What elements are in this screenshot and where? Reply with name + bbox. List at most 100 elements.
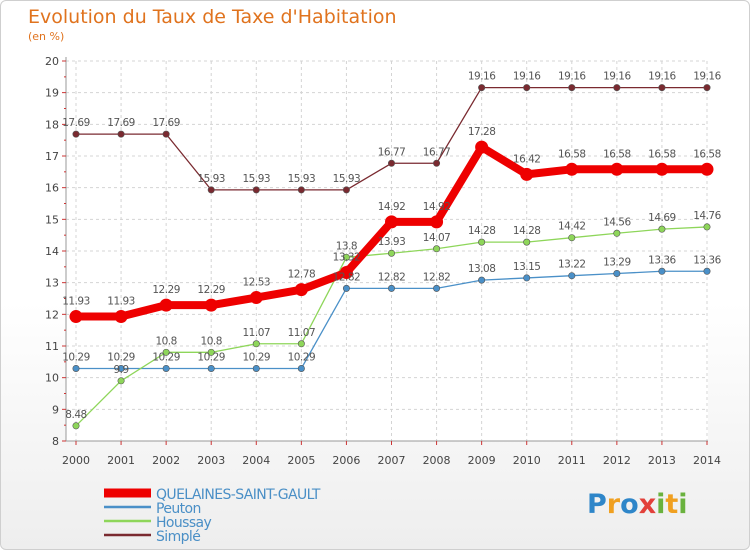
data-point (342, 186, 350, 194)
data-point (568, 234, 576, 242)
data-point (159, 298, 173, 312)
data-label: 19.16 (558, 71, 586, 83)
data-label: 17.69 (152, 117, 180, 129)
data-point (72, 422, 80, 430)
data-point (613, 84, 621, 92)
data-point (207, 186, 215, 194)
data-label: 14.76 (693, 210, 721, 222)
data-point (478, 276, 486, 284)
data-label: 16.77 (423, 146, 451, 158)
y-tick-label: 13 (45, 277, 59, 290)
x-tick-label: 2003 (197, 454, 225, 467)
data-point (658, 84, 666, 92)
data-label: 16.77 (378, 146, 406, 158)
data-point (475, 140, 489, 154)
data-point (613, 229, 621, 237)
data-label: 13.08 (468, 263, 496, 275)
y-tick-label: 15 (45, 213, 59, 226)
data-point (387, 159, 395, 167)
data-label: 16.58 (693, 148, 721, 160)
x-tick-label: 2014 (693, 454, 721, 467)
data-label: 12.82 (378, 271, 406, 283)
data-label: 12.82 (423, 271, 451, 283)
y-tick-label: 20 (45, 55, 59, 68)
data-point (207, 364, 215, 372)
data-label: 16.42 (513, 153, 541, 165)
y-tick-label: 17 (45, 150, 59, 163)
data-point (204, 298, 218, 312)
data-point (342, 253, 350, 261)
data-label: 13.8 (336, 240, 357, 252)
data-point (387, 249, 395, 257)
data-point (568, 84, 576, 92)
data-label: 15.93 (243, 173, 271, 185)
y-tick-label: 9 (52, 403, 59, 416)
data-point (610, 162, 624, 176)
x-tick-label: 2008 (423, 454, 451, 467)
data-label: 14.56 (603, 216, 631, 228)
data-label: 16.58 (603, 148, 631, 160)
data-label: 16.58 (558, 148, 586, 160)
legend-label: Peuton (156, 501, 201, 517)
data-point (703, 223, 711, 231)
data-label: 10.29 (197, 351, 225, 363)
x-tick-label: 2012 (603, 454, 631, 467)
x-tick-label: 2000 (62, 454, 90, 467)
data-point (117, 364, 125, 372)
data-label: 11.07 (243, 327, 271, 339)
data-label: 19.16 (468, 71, 496, 83)
data-label: 15.93 (197, 173, 225, 185)
x-tick-label: 2005 (287, 454, 315, 467)
data-point (252, 186, 260, 194)
data-label: 12.29 (197, 284, 225, 296)
y-tick-label: 18 (45, 118, 59, 131)
data-label: 10.29 (107, 351, 135, 363)
data-label: 17.69 (62, 117, 90, 129)
data-label: 12.82 (333, 271, 361, 283)
data-point (162, 364, 170, 372)
data-label: 11.93 (62, 296, 90, 308)
data-point (117, 130, 125, 138)
data-point (252, 364, 260, 372)
data-label: 11.93 (107, 296, 135, 308)
data-point (339, 266, 353, 280)
data-label: 13.32 (333, 252, 361, 264)
x-tick-label: 2009 (468, 454, 496, 467)
proxiti-logo: Proxiti (587, 489, 688, 520)
data-label: 12.53 (243, 277, 271, 289)
x-tick-label: 2007 (378, 454, 406, 467)
data-point (72, 130, 80, 138)
data-point (117, 377, 125, 385)
data-point (342, 284, 350, 292)
data-point (252, 340, 260, 348)
x-tick-label: 2013 (648, 454, 676, 467)
data-label: 10.29 (152, 351, 180, 363)
data-label: 17.69 (107, 117, 135, 129)
chart-title: Evolution du Taux de Taxe d'Habitation (28, 6, 397, 28)
x-tick-label: 2001 (107, 454, 135, 467)
data-point (69, 310, 83, 324)
data-label: 14.92 (423, 201, 451, 213)
data-label: 10.8 (201, 335, 222, 347)
data-label: 10.8 (155, 335, 176, 347)
y-tick-label: 16 (45, 182, 59, 195)
data-label: 14.42 (558, 221, 586, 233)
data-label: 19.16 (693, 71, 721, 83)
data-label: 19.16 (603, 71, 631, 83)
y-tick-label: 10 (45, 372, 59, 385)
data-point (523, 274, 531, 282)
data-point (294, 283, 308, 297)
data-label: 10.29 (243, 351, 271, 363)
x-tick-label: 2011 (558, 454, 586, 467)
data-point (478, 238, 486, 246)
data-label: 14.07 (423, 232, 451, 244)
data-label: 12.29 (152, 284, 180, 296)
data-point (387, 284, 395, 292)
data-label: 8.48 (65, 409, 86, 421)
data-point (658, 267, 666, 275)
data-point (703, 267, 711, 275)
y-tick-label: 8 (52, 435, 59, 448)
x-tick-label: 2002 (152, 454, 180, 467)
data-label: 16.58 (648, 148, 676, 160)
